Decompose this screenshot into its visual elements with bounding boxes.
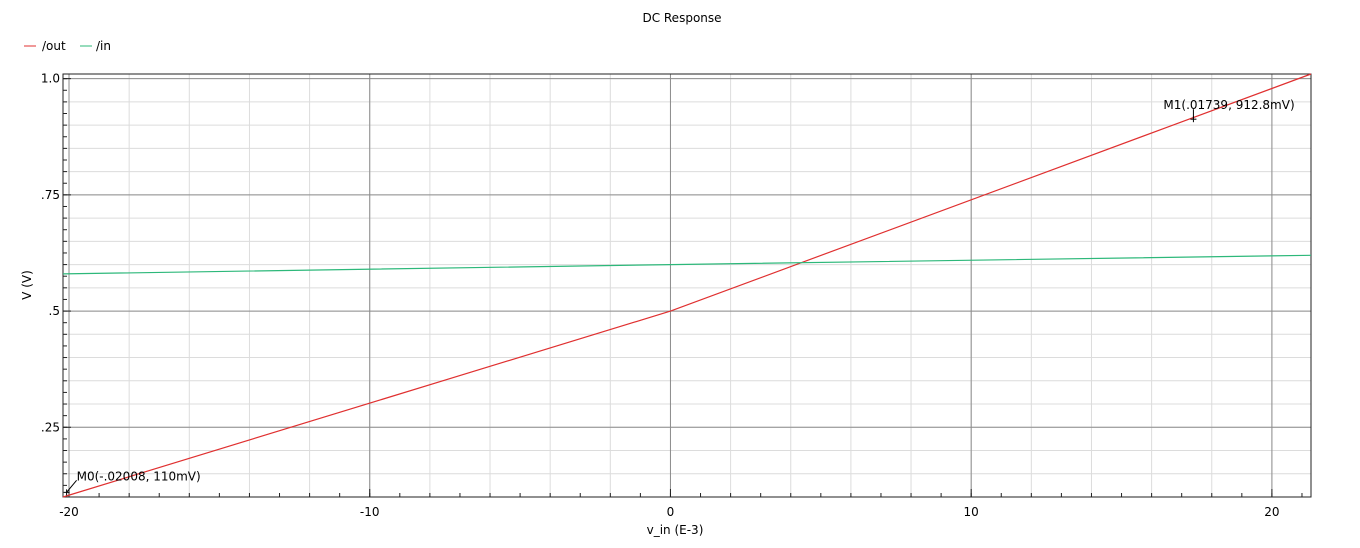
x-tick-label: -10 bbox=[360, 505, 380, 519]
marker-label-m0: M0(-.02008, 110mV) bbox=[77, 469, 201, 483]
x-axis-ticks: -20 -10 0 10 20 bbox=[59, 489, 1303, 519]
series-line-out bbox=[62, 73, 1312, 498]
marker-leader bbox=[66, 480, 77, 493]
chart-title: DC Response bbox=[642, 11, 721, 25]
plot-frame bbox=[62, 73, 1312, 498]
series-layer bbox=[62, 73, 1312, 498]
major-grid bbox=[63, 74, 1311, 497]
x-axis-label: v_in (E-3) bbox=[647, 523, 704, 537]
legend-in-label: /in bbox=[96, 39, 111, 53]
marker-layer: M0(-.02008, 110mV) M1(.01739, 912.8mV) bbox=[63, 98, 1295, 496]
x-tick-label: 10 bbox=[964, 505, 979, 519]
series-line-in bbox=[62, 254, 1312, 275]
y-tick-label: .25 bbox=[41, 420, 60, 434]
y-tick-label: 1.0 bbox=[41, 72, 60, 86]
marker-label-m1: M1(.01739, 912.8mV) bbox=[1163, 98, 1294, 112]
y-tick-label: .75 bbox=[41, 188, 60, 202]
legend-out-label: /out bbox=[42, 39, 66, 53]
x-tick-label: 0 bbox=[667, 505, 675, 519]
minor-grid bbox=[63, 74, 1311, 498]
y-axis-label: V (V) bbox=[20, 270, 34, 300]
y-axis-ticks: .25 .5 .75 1.0 bbox=[41, 72, 71, 498]
y-tick-label: .5 bbox=[49, 304, 60, 318]
x-tick-label: -20 bbox=[59, 505, 79, 519]
legend: /out /in bbox=[24, 39, 111, 53]
x-tick-label: 20 bbox=[1264, 505, 1279, 519]
